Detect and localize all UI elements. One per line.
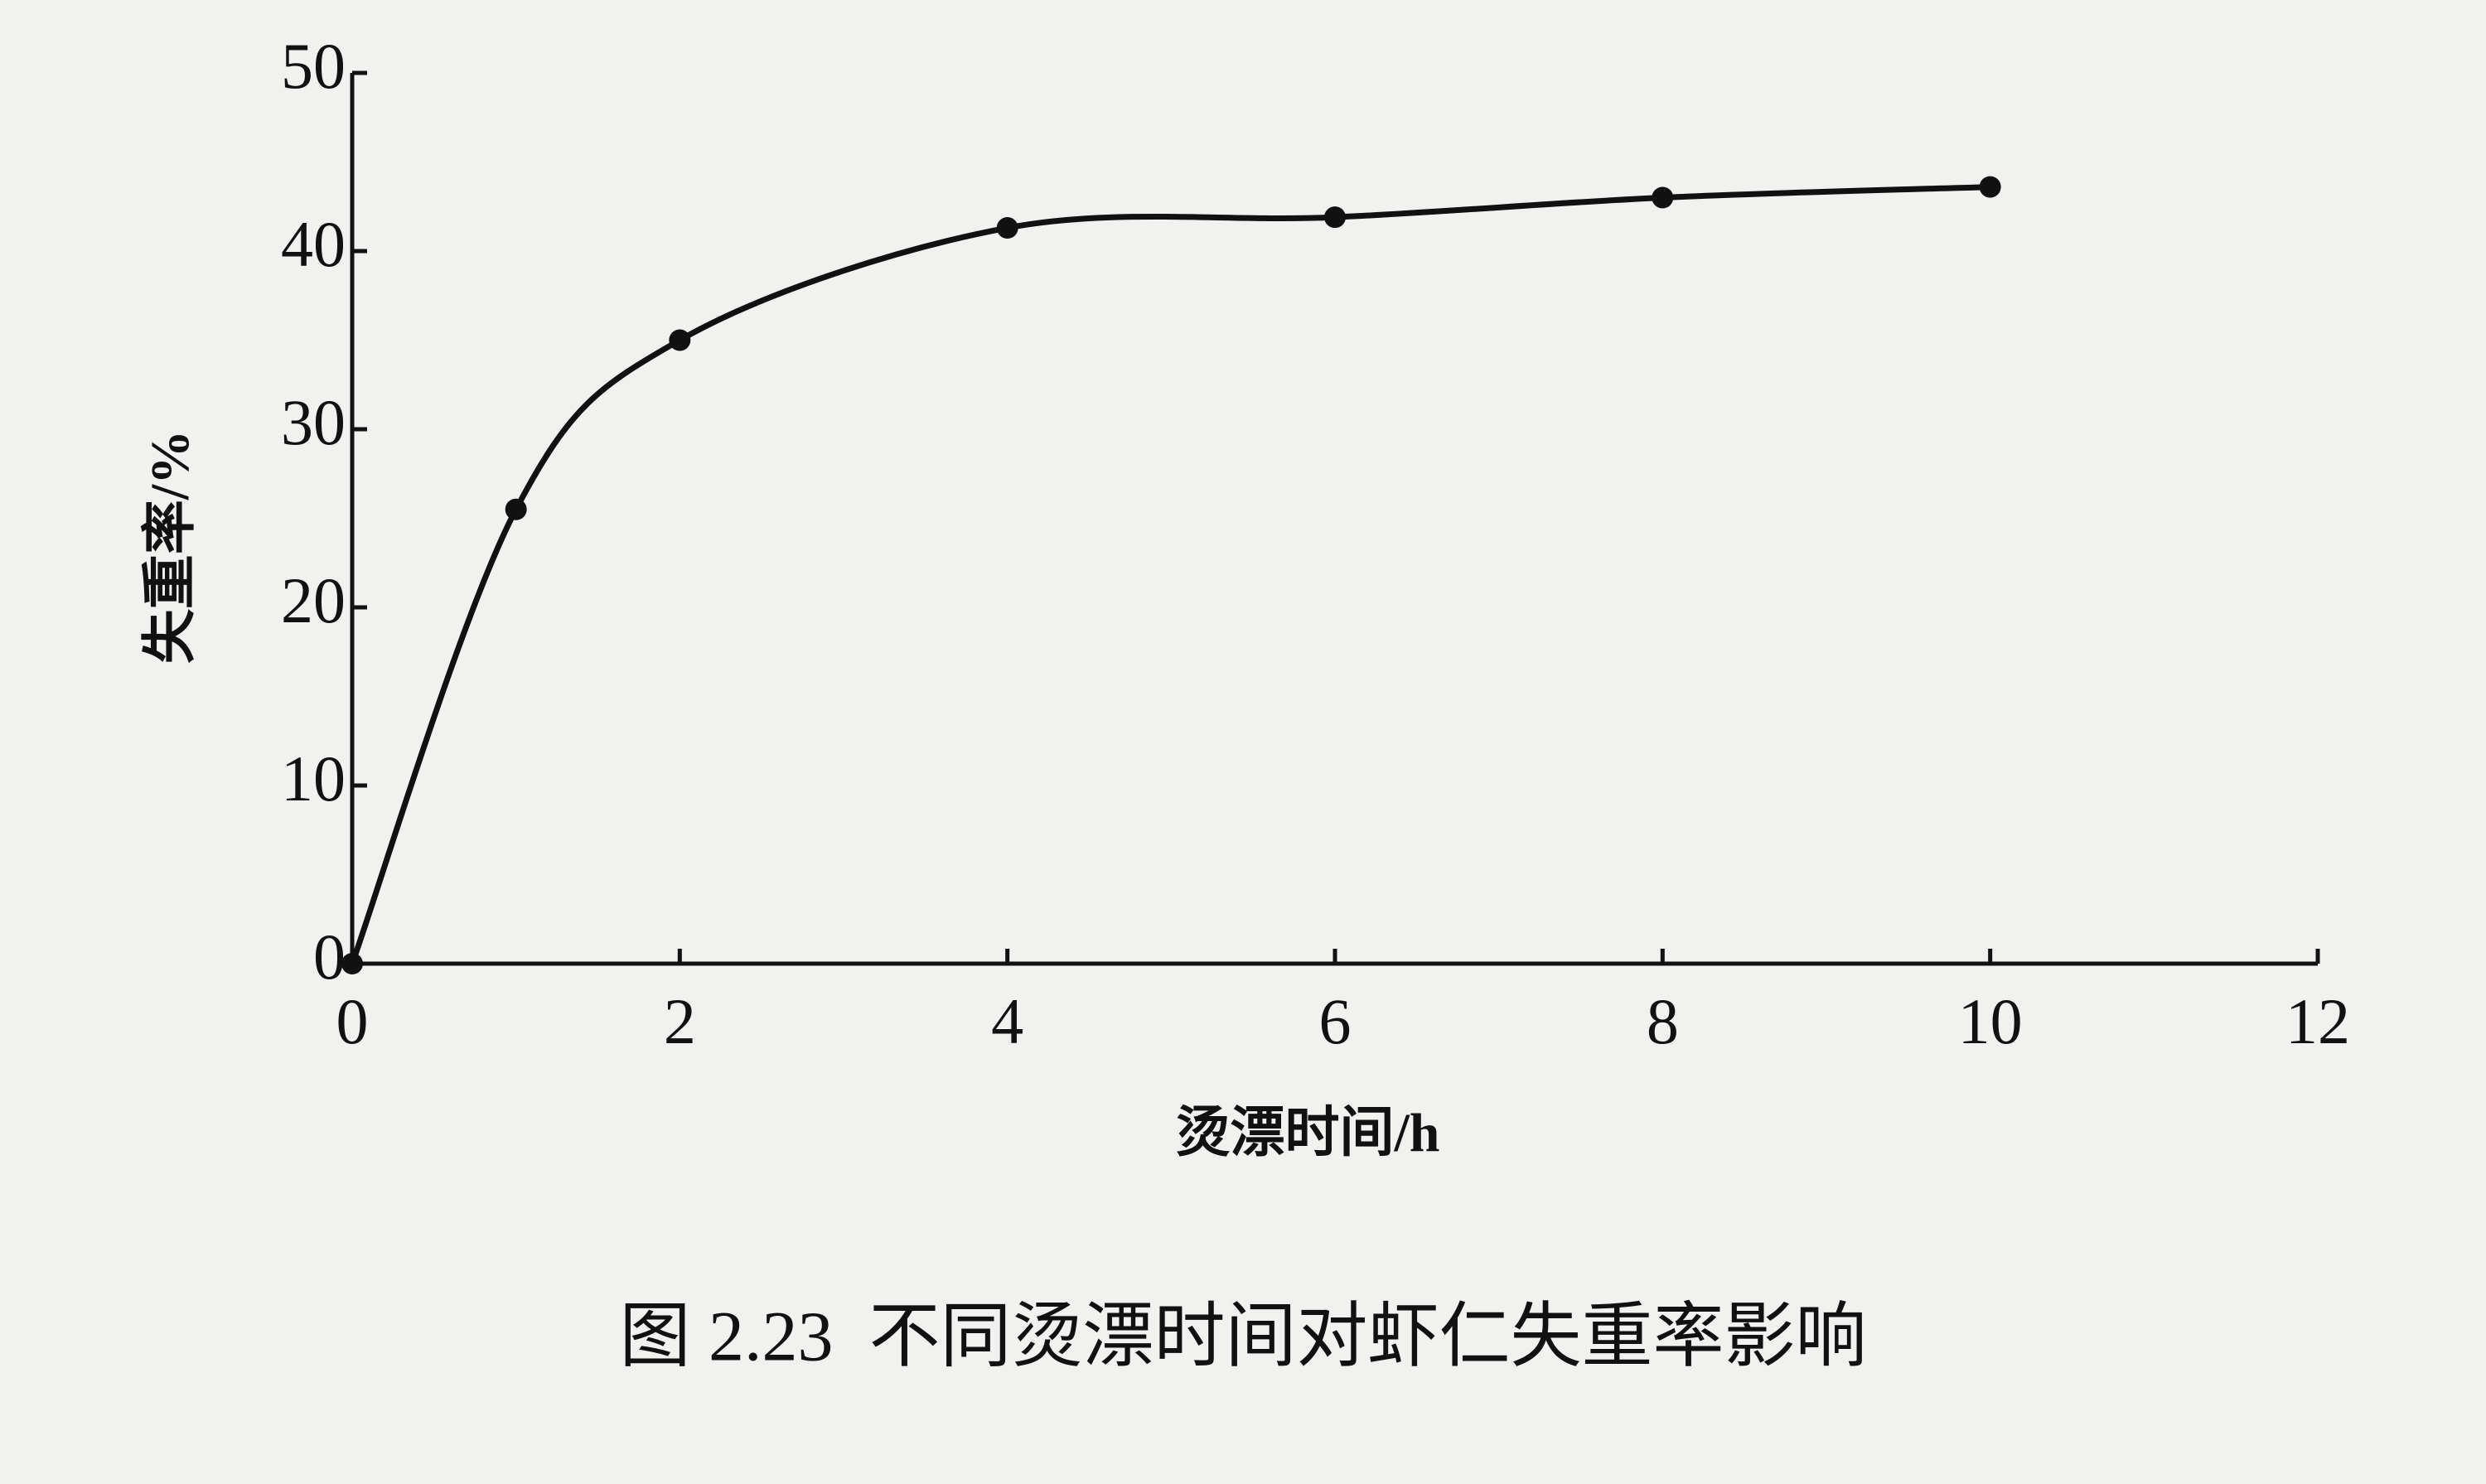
data-point xyxy=(341,953,363,974)
x-tick-label: 2 xyxy=(664,985,696,1057)
y-tick-label: 30 xyxy=(281,386,346,458)
data-point xyxy=(1652,186,1674,209)
data-line xyxy=(349,184,1990,965)
data-point xyxy=(505,498,527,520)
x-tick-label: 12 xyxy=(2285,985,2350,1057)
x-tick-label: 6 xyxy=(1319,985,1352,1057)
y-tick-label: 50 xyxy=(281,30,346,102)
y-tick-label: 40 xyxy=(281,208,346,280)
data-point xyxy=(669,329,691,351)
x-tick-label: 10 xyxy=(1958,985,2023,1057)
y-tick-label: 10 xyxy=(281,742,346,815)
x-tick-label: 8 xyxy=(1647,985,1679,1057)
data-point xyxy=(996,217,1018,239)
x-tick-label: 4 xyxy=(991,985,1023,1057)
caption: 图 2.23 不同烫漂时间对虾仁失重率影响 xyxy=(620,1297,1867,1376)
x-axis-title: 烫漂时间/h xyxy=(1175,1103,1439,1163)
y-tick-label: 20 xyxy=(281,564,346,636)
y-axis-title: 失重率/% xyxy=(140,430,201,664)
data-point xyxy=(1324,206,1346,229)
x-tick-label: 0 xyxy=(336,985,369,1057)
y-tick-label: 0 xyxy=(313,921,346,993)
data-point xyxy=(1979,176,2001,198)
